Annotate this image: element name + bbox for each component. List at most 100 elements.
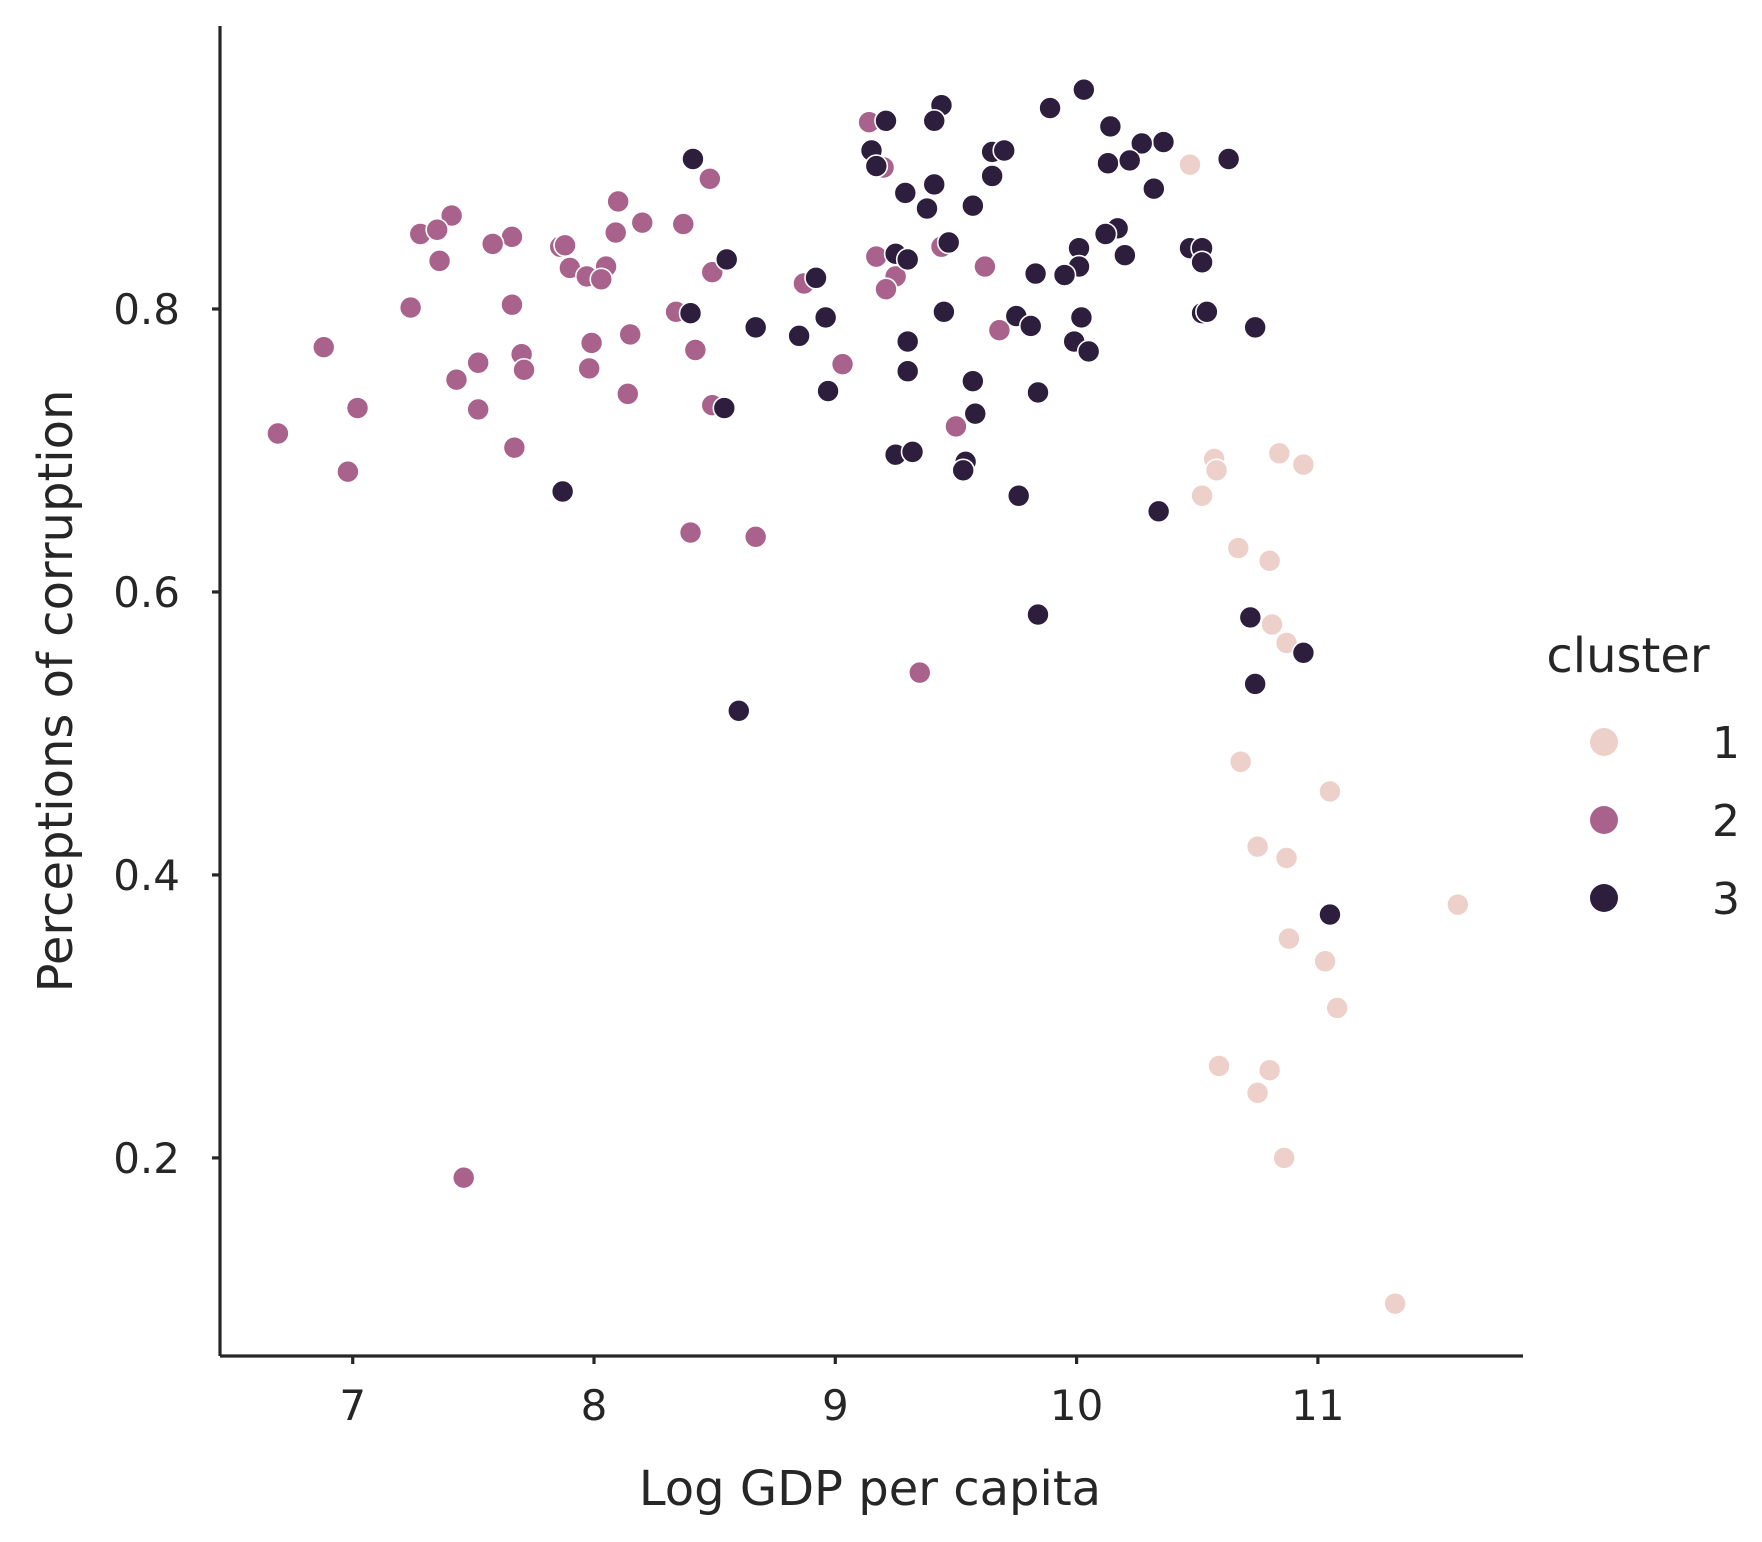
data-point-cluster-1 xyxy=(1257,1058,1282,1082)
x-tick-label: 11 xyxy=(1291,1381,1344,1430)
data-point-cluster-3 xyxy=(1069,305,1094,330)
data-point-cluster-3 xyxy=(1146,499,1171,524)
data-point-cluster-1 xyxy=(1226,536,1251,560)
data-point-cluster-1 xyxy=(1207,1054,1231,1078)
data-point-cluster-3 xyxy=(1018,314,1043,338)
data-points xyxy=(266,77,1470,1316)
data-point-cluster-3 xyxy=(915,196,939,221)
data-point-cluster-2 xyxy=(345,396,370,420)
data-point-cluster-3 xyxy=(1117,148,1142,173)
data-point-cluster-2 xyxy=(553,233,577,258)
x-ticks: 7 8 9 10 11 xyxy=(339,1356,1345,1430)
data-point-cluster-3 xyxy=(1113,243,1137,268)
data-point-cluster-2 xyxy=(678,520,703,545)
data-point-cluster-3 xyxy=(1142,176,1166,201)
y-tick-label: 0.6 xyxy=(113,568,180,617)
data-point-cluster-2 xyxy=(502,435,527,460)
data-point-cluster-2 xyxy=(944,414,968,439)
y-tick-label: 0.8 xyxy=(113,285,180,334)
data-point-cluster-3 xyxy=(1076,339,1101,364)
data-point-cluster-2 xyxy=(398,295,423,320)
data-point-cluster-2 xyxy=(743,524,768,549)
data-point-cluster-2 xyxy=(589,267,614,292)
legend: cluster 1 2 3 xyxy=(1546,628,1740,925)
data-point-cluster-3 xyxy=(895,247,920,272)
plot-area: 7 8 9 10 11 0.2 0.4 0.6 0.8 xyxy=(113,26,1523,1430)
data-point-cluster-2 xyxy=(671,212,696,236)
data-point-cluster-1 xyxy=(1260,612,1284,637)
data-point-cluster-3 xyxy=(1151,130,1176,154)
data-point-cluster-3 xyxy=(1038,96,1062,120)
data-point-cluster-3 xyxy=(1318,902,1342,927)
legend-label-3: 3 xyxy=(1712,874,1740,925)
data-point-cluster-3 xyxy=(1093,222,1118,246)
data-point-cluster-2 xyxy=(830,352,855,376)
data-point-cluster-3 xyxy=(1052,263,1077,287)
data-point-cluster-3 xyxy=(743,315,768,340)
data-point-cluster-1 xyxy=(1277,926,1301,951)
data-point-cluster-3 xyxy=(963,401,988,426)
data-point-cluster-2 xyxy=(311,335,336,359)
data-point-cluster-2 xyxy=(603,220,628,245)
data-point-cluster-2 xyxy=(577,356,601,381)
data-point-cluster-2 xyxy=(512,358,536,382)
data-point-cluster-2 xyxy=(864,244,889,269)
data-point-cluster-2 xyxy=(444,367,469,392)
data-point-cluster-3 xyxy=(816,379,840,403)
data-point-cluster-2 xyxy=(451,1165,476,1190)
data-point-cluster-3 xyxy=(932,300,956,324)
legend-label-1: 1 xyxy=(1712,718,1740,769)
data-point-cluster-2 xyxy=(579,331,604,355)
data-point-cluster-3 xyxy=(1216,147,1241,171)
data-point-cluster-3 xyxy=(1098,114,1123,139)
data-point-cluster-3 xyxy=(895,329,920,354)
data-point-cluster-1 xyxy=(1228,749,1253,774)
data-point-cluster-2 xyxy=(973,254,997,279)
data-point-cluster-2 xyxy=(427,249,452,273)
data-point-cluster-3 xyxy=(951,458,975,483)
data-point-cluster-3 xyxy=(895,359,920,384)
data-point-cluster-1 xyxy=(1325,996,1350,1020)
data-point-cluster-3 xyxy=(1006,483,1031,508)
data-point-cluster-2 xyxy=(500,292,524,317)
data-point-cluster-3 xyxy=(864,154,889,178)
data-point-cluster-3 xyxy=(1026,602,1050,627)
legend-marker-2 xyxy=(1590,806,1618,834)
data-point-cluster-1 xyxy=(1272,1146,1296,1170)
data-point-cluster-1 xyxy=(1291,452,1316,477)
data-point-cluster-3 xyxy=(813,305,838,330)
data-point-cluster-3 xyxy=(1072,77,1096,102)
data-point-cluster-3 xyxy=(1291,640,1316,665)
data-point-cluster-2 xyxy=(336,459,360,484)
data-point-cluster-2 xyxy=(618,322,643,347)
y-tick-label: 0.4 xyxy=(113,851,180,900)
data-point-cluster-2 xyxy=(425,217,449,242)
data-point-cluster-3 xyxy=(681,147,705,171)
legend-title: cluster xyxy=(1546,628,1710,684)
data-point-cluster-3 xyxy=(1026,380,1050,405)
data-point-cluster-2 xyxy=(907,660,932,685)
data-point-cluster-3 xyxy=(714,247,739,272)
data-point-cluster-3 xyxy=(922,108,947,133)
x-axis-label: Log GDP per capita xyxy=(639,1461,1101,1517)
data-point-cluster-3 xyxy=(900,440,925,464)
data-point-cluster-2 xyxy=(439,203,464,228)
data-point-cluster-3 xyxy=(1243,672,1267,696)
legend-marker-3 xyxy=(1590,884,1618,912)
data-point-cluster-1 xyxy=(1313,949,1337,974)
data-point-cluster-2 xyxy=(606,189,630,214)
x-tick-label: 7 xyxy=(339,1381,366,1430)
x-tick-label: 10 xyxy=(1050,1381,1103,1430)
legend-marker-1 xyxy=(1590,728,1618,756)
data-point-cluster-3 xyxy=(550,479,575,504)
data-point-cluster-2 xyxy=(466,350,490,375)
data-point-cluster-3 xyxy=(1023,261,1048,286)
data-point-cluster-3 xyxy=(804,266,828,290)
data-point-cluster-3 xyxy=(1195,300,1219,324)
data-point-cluster-1 xyxy=(1245,1081,1270,1105)
data-point-cluster-2 xyxy=(466,397,490,422)
data-point-cluster-2 xyxy=(987,318,1012,343)
data-point-cluster-3 xyxy=(893,181,918,205)
data-point-cluster-1 xyxy=(1190,483,1214,508)
